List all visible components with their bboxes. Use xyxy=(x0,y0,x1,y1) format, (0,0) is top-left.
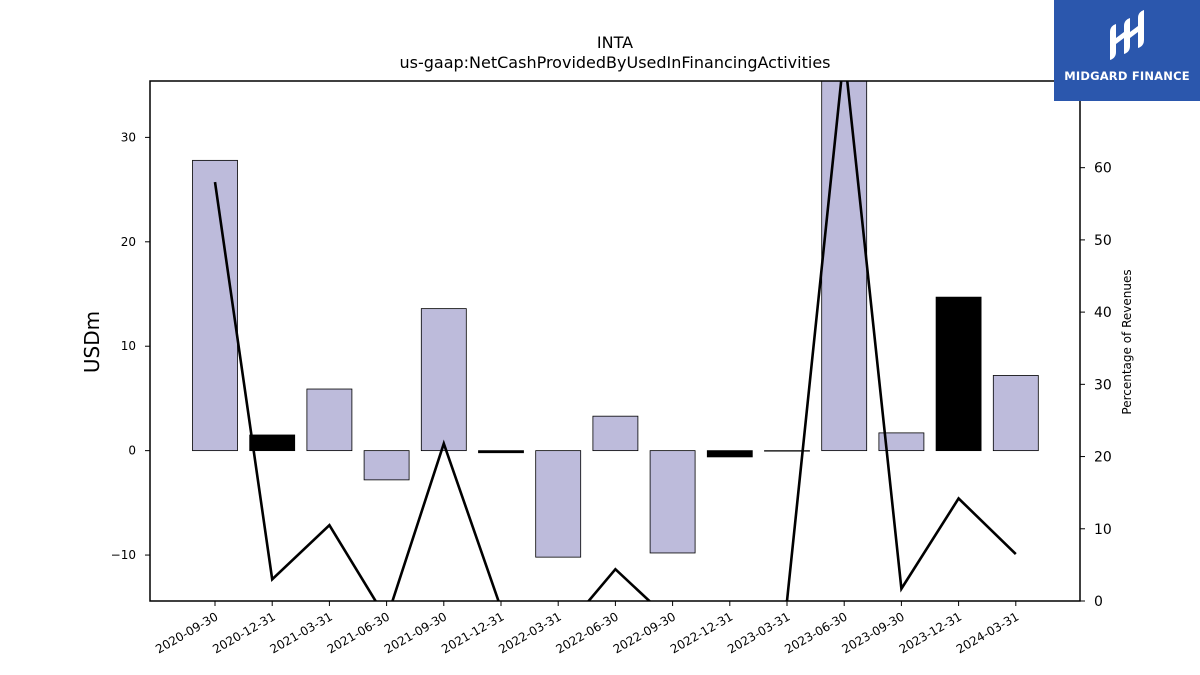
x-tick-label: 2024-03-31 xyxy=(954,609,1021,656)
bar-2022-06-30 xyxy=(592,415,639,452)
bar-2024-03-31 xyxy=(992,375,1039,452)
y-axis-label: USDm xyxy=(80,311,104,373)
y2-tick-label: 40 xyxy=(1094,305,1112,321)
bar-group xyxy=(192,80,1039,558)
x-tick-label: 2022-03-31 xyxy=(496,609,563,656)
x-tick-label: 2021-06-30 xyxy=(325,609,392,656)
percentage-line xyxy=(213,81,1017,601)
x-tick-label: 2022-09-30 xyxy=(611,609,678,656)
bar-2023-03-31 xyxy=(764,450,810,452)
x-tick-label: 2020-09-30 xyxy=(153,609,220,656)
bar-2023-12-31 xyxy=(935,296,982,452)
line-group xyxy=(213,81,1017,601)
bar-2020-09-30 xyxy=(192,159,238,452)
x-tick-label: 2023-06-30 xyxy=(782,609,849,656)
x-tick-label: 2020-12-31 xyxy=(210,609,277,656)
x-tick-label: 2021-03-31 xyxy=(267,609,334,656)
bar-2023-06-30 xyxy=(821,80,868,452)
y2-tick-label: 50 xyxy=(1094,233,1112,249)
brand-logo: MIDGARD FINANCE xyxy=(1054,0,1200,101)
bar-2022-03-31 xyxy=(535,450,582,558)
bar-2023-09-30 xyxy=(878,432,925,452)
chart-title: INTA xyxy=(597,33,633,52)
x-tick-label: 2023-09-30 xyxy=(839,609,906,656)
bar-2021-06-30 xyxy=(363,450,410,481)
x-tick-label: 2023-12-31 xyxy=(897,609,964,656)
y2-tick-label: 60 xyxy=(1094,161,1112,177)
bar-2022-12-31 xyxy=(706,450,753,458)
y-axis-ticks: −10 0 10 20 30 xyxy=(111,130,150,562)
y2-tick-label: 0 xyxy=(1094,594,1103,610)
x-tick-label: 2021-12-31 xyxy=(439,609,506,656)
y-tick-label: 30 xyxy=(121,130,136,144)
logo-text: MIDGARD FINANCE xyxy=(1064,69,1190,83)
x-tick-label: 2022-12-31 xyxy=(668,609,735,656)
y2-axis-label: Percentage of Revenues xyxy=(1120,269,1134,414)
bar-2021-12-31 xyxy=(478,450,524,454)
logo-icon xyxy=(1110,10,1144,60)
x-tick-label: 2023-03-31 xyxy=(725,609,792,656)
x-tick-label: 2022-06-30 xyxy=(553,609,620,656)
y-tick-label: 0 xyxy=(128,444,136,458)
x-axis-ticks: 2020-09-302020-12-312021-03-312021-06-30… xyxy=(153,601,1021,656)
y2-tick-label: 10 xyxy=(1094,522,1112,538)
y2-axis-ticks: 0 10 20 30 40 50 60 xyxy=(1080,161,1112,610)
bar-2021-03-31 xyxy=(306,388,353,452)
y-tick-label: 20 xyxy=(121,235,136,249)
y-tick-label: 10 xyxy=(121,339,136,353)
y-tick-label: −10 xyxy=(111,548,136,562)
y2-tick-label: 20 xyxy=(1094,450,1112,466)
bar-2022-09-30 xyxy=(649,450,696,554)
chart-subtitle: us-gaap:NetCashProvidedByUsedInFinancing… xyxy=(399,53,830,72)
bar-2020-12-31 xyxy=(249,434,296,452)
x-tick-label: 2021-09-30 xyxy=(382,609,449,656)
y2-tick-label: 30 xyxy=(1094,377,1112,393)
bar-2021-09-30 xyxy=(420,308,467,452)
